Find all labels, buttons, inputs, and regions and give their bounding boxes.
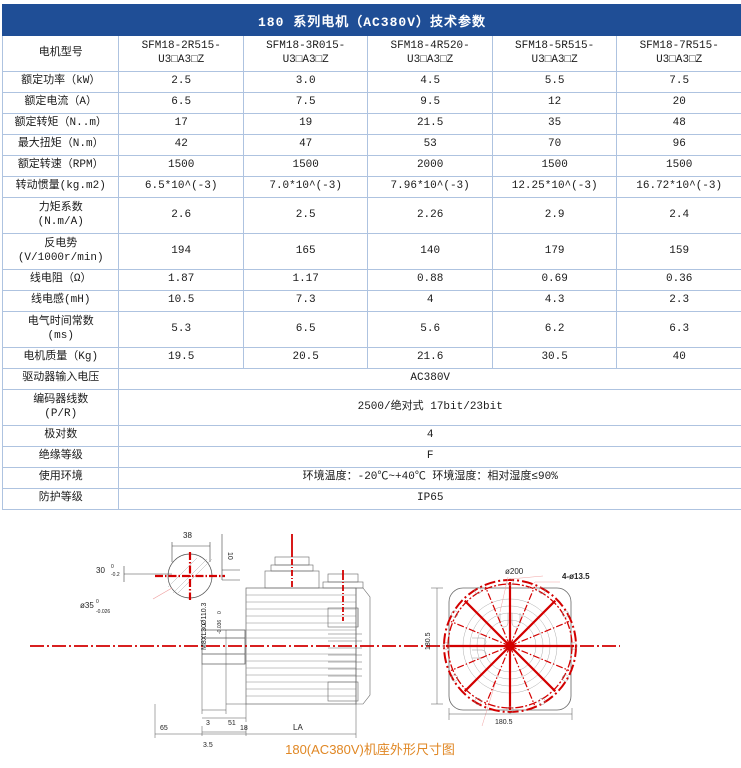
- svg-text:180.5: 180.5: [495, 719, 513, 726]
- svg-text:4-ø13.5: 4-ø13.5: [562, 572, 590, 581]
- svg-text:65: 65: [160, 725, 168, 732]
- svg-text:Ø110.3: Ø110.3: [201, 602, 208, 625]
- svg-text:51: 51: [228, 720, 236, 727]
- svg-text:180.5: 180.5: [425, 632, 432, 650]
- svg-text:180(AC380V)机座外形尺寸图: 180(AC380V)机座外形尺寸图: [285, 742, 455, 757]
- svg-text:0: 0: [111, 564, 114, 570]
- svg-text:0: 0: [217, 611, 223, 614]
- svg-text:3: 3: [206, 720, 210, 727]
- svg-text:38: 38: [183, 531, 192, 540]
- svg-text:-0.2: -0.2: [111, 572, 120, 578]
- svg-text:10: 10: [226, 552, 233, 560]
- svg-text:0: 0: [96, 599, 99, 605]
- svg-text:18: 18: [240, 725, 248, 732]
- svg-text:ø200: ø200: [505, 567, 524, 576]
- svg-text:ø35: ø35: [80, 601, 94, 610]
- svg-text:-0.036: -0.036: [217, 620, 223, 634]
- svg-text:-0.026: -0.026: [96, 609, 110, 615]
- svg-text:3.5: 3.5: [203, 742, 213, 749]
- svg-text:30: 30: [96, 566, 105, 575]
- svg-text:M8XL30: M8XL30: [201, 624, 208, 650]
- svg-text:LA: LA: [293, 723, 303, 732]
